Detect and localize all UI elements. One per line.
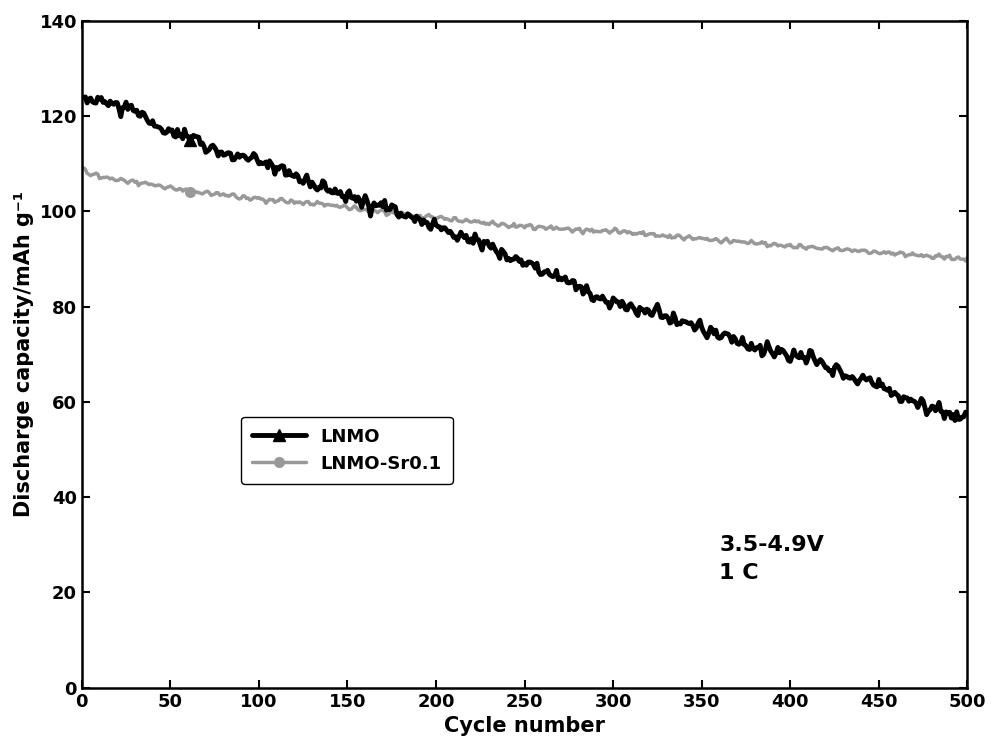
- Text: 3.5-4.9V
1 C: 3.5-4.9V 1 C: [719, 535, 824, 583]
- LNMO: [558, 274, 570, 283]
- LNMO: [804, 346, 816, 355]
- Line: LNMO-Sr0.1: LNMO-Sr0.1: [79, 163, 972, 266]
- LNMO-Sr0.1: [940, 252, 952, 261]
- LNMO: [504, 256, 516, 265]
- Y-axis label: Discharge capacity/mAh g⁻¹: Discharge capacity/mAh g⁻¹: [14, 191, 34, 518]
- X-axis label: Cycle number: Cycle number: [444, 716, 605, 736]
- LNMO-Sr0.1: [604, 229, 616, 238]
- LNMO: [961, 409, 973, 418]
- LNMO: [499, 250, 511, 259]
- LNMO: [78, 93, 90, 102]
- LNMO-Sr0.1: [961, 253, 973, 262]
- LNMO: [942, 409, 954, 418]
- LNMO: [79, 92, 91, 101]
- LNMO-Sr0.1: [503, 223, 515, 232]
- Line: LNMO: LNMO: [77, 91, 974, 427]
- LNMO-Sr0.1: [960, 256, 972, 265]
- LNMO: [605, 300, 617, 309]
- LNMO-Sr0.1: [497, 219, 509, 228]
- Legend: LNMO, LNMO-Sr0.1: LNMO, LNMO-Sr0.1: [241, 417, 453, 484]
- LNMO-Sr0.1: [78, 164, 90, 172]
- LNMO-Sr0.1: [556, 225, 568, 234]
- LNMO: [949, 416, 961, 425]
- LNMO-Sr0.1: [802, 242, 814, 251]
